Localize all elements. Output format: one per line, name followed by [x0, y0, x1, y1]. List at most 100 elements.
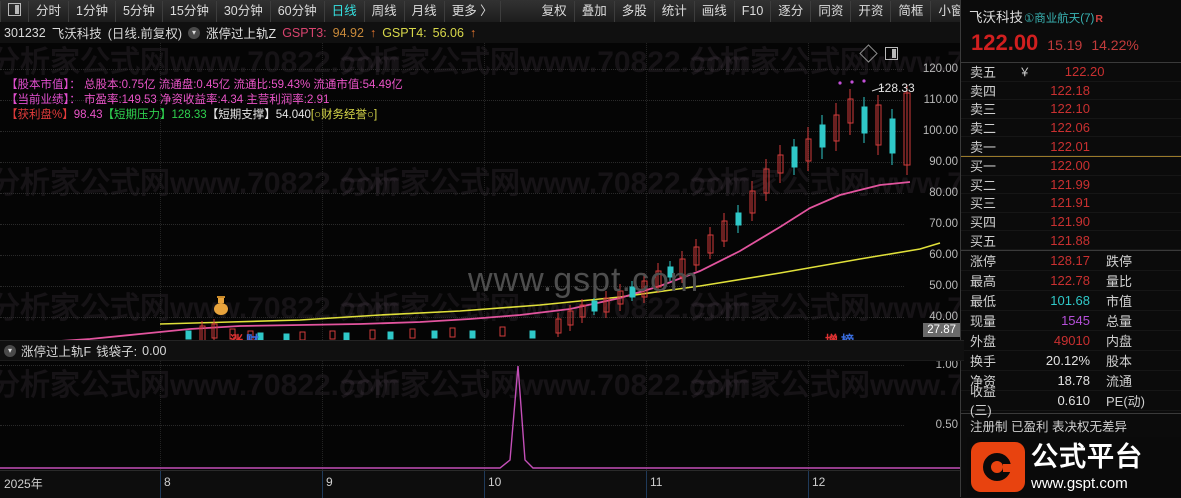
subchart-axis: 1.00 0.50 — [904, 340, 960, 470]
period-15min[interactable]: 15分钟 — [163, 0, 217, 22]
ask-price: 122.18 — [1050, 82, 1090, 98]
site-logo: 公式平台 www.gspt.com — [967, 437, 1181, 497]
stat-value: 49010 — [1053, 332, 1090, 348]
split-panel-icon[interactable] — [0, 0, 29, 22]
tb-zhufen[interactable]: 逐分 — [771, 0, 812, 22]
subchart-series-value: 0.00 — [142, 343, 167, 358]
ask-row[interactable]: 卖一 122.01 — [961, 137, 1181, 156]
stats-profit-ratio-value: 98.43 — [73, 109, 103, 121]
period-60min[interactable]: 60分钟 — [271, 0, 325, 22]
stats-pe: 市盈率:149.53 — [83, 94, 157, 106]
tb-huaxian[interactable]: 画线 — [695, 0, 735, 22]
quote-sector-badge[interactable]: ①商业航天(7) — [1024, 13, 1095, 25]
bid-row[interactable]: 买三 121.91 — [961, 194, 1181, 213]
period-fenshi[interactable]: 分时 — [29, 0, 70, 22]
bid-price: 121.99 — [1050, 176, 1090, 192]
stock-info-bar: 301232 飞沃科技 (日线.前复权) ▾ 涨停过上轨Z GSPT3: 94.… — [0, 22, 964, 44]
subchart-indicator-name[interactable]: 涨停过上轨F — [21, 345, 92, 359]
stat-value: 101.68 — [1050, 292, 1090, 308]
stats-float-mktcap: 流通市值:54.49亿 — [313, 79, 403, 91]
price-series-svg — [61, 79, 941, 340]
stat-label-right: 股本 — [1106, 353, 1133, 369]
tb-kaizi[interactable]: 开资 — [851, 0, 892, 22]
gspt3-value: 94.92 — [332, 25, 364, 40]
top-toolbar: 分时 1分钟 5分钟 15分钟 30分钟 60分钟 日线 周线 月线 更多 〉 … — [0, 0, 1181, 23]
stats-support-value: 54.040 — [275, 109, 311, 121]
logo-en-text: www.gspt.com — [1031, 474, 1128, 492]
ask-row[interactable]: 卖三 122.10 — [961, 100, 1181, 119]
sub-y-tick: 0.50 — [935, 419, 958, 431]
tb-tongji[interactable]: 统计 — [655, 0, 695, 22]
quote-r-flag: R — [1095, 13, 1103, 25]
bid-row[interactable]: 买四 121.90 — [961, 213, 1181, 232]
stats-roe: 净资收益率:4.34 — [160, 94, 244, 106]
period-weekly[interactable]: 周线 — [365, 0, 405, 22]
gspt4-value: 56.06 — [432, 25, 464, 40]
stat-label: 外盘 — [970, 333, 997, 349]
bid-row[interactable]: 买一 122.00 — [961, 157, 1181, 176]
ask-row[interactable]: 卖五 ￥ 122.20 — [961, 63, 1181, 82]
stats-overlay: 【股本市值】： 总股本:0.75亿 流通盘:0.45亿 流通比:59.43% 流… — [6, 78, 403, 123]
bid-label: 买三 — [970, 196, 997, 212]
g-mark-icon — [971, 442, 1025, 492]
stat-label: 现量 — [970, 313, 997, 329]
diamond-icon[interactable] — [859, 44, 878, 63]
bid-price: 121.88 — [1050, 232, 1090, 248]
quote-stock-name: 飞沃科技 — [969, 10, 1023, 25]
ask-label: 卖一 — [970, 139, 997, 155]
x-tick: 8 — [164, 475, 171, 489]
stat-value: 1545 — [1061, 312, 1090, 328]
stat-value: 20.12% — [1045, 352, 1090, 368]
bid-row[interactable]: 买五 121.88 — [961, 231, 1181, 250]
tb-diejia[interactable]: 叠加 — [575, 0, 615, 22]
split-panel-icon[interactable] — [885, 47, 898, 60]
stat-row: 换手 20.12% 股本 — [961, 351, 1181, 371]
x-tick: 12 — [812, 475, 826, 489]
x-tick: 11 — [650, 475, 663, 489]
tb-fuquan[interactable]: 复权 — [535, 0, 575, 22]
chevron-down-icon[interactable]: ▾ — [4, 344, 16, 357]
main-price-chart[interactable]: 分析家公式网www.70822.com 分析家公式网www.70822.com … — [0, 43, 960, 340]
subchart-header: ▾ 涨停过上轨F 钱袋子: 0.00 — [0, 340, 964, 361]
signal-label-left: 涨财 — [230, 330, 262, 340]
period-1min[interactable]: 1分钟 — [69, 0, 116, 22]
stat-row: 净资 18.78 流通 — [961, 371, 1181, 391]
ask-row[interactable]: 卖四 122.18 — [961, 82, 1181, 101]
chevron-down-icon[interactable]: ▾ — [188, 26, 201, 39]
stats-pressure-label: 【短期压力】 — [102, 109, 172, 121]
stats-float-shares: 流通盘:0.45亿 — [158, 79, 231, 91]
tb-duogu[interactable]: 多股 — [615, 0, 655, 22]
bid-label: 买一 — [970, 159, 997, 175]
ask-row[interactable]: 卖二 122.06 — [961, 119, 1181, 138]
stats-line-2: 【当前业绩】： 市盈率:149.53 净资收益率:4.34 主营利润率:2.91 — [6, 93, 403, 108]
indicator-name[interactable]: 涨停过上轨Z — [206, 27, 277, 41]
x-tick: 2025年 — [4, 477, 43, 491]
stats-float-ratio: 流通比:59.43% — [233, 79, 311, 91]
period-30min[interactable]: 30分钟 — [217, 0, 271, 22]
y-tick: 90.00 — [929, 156, 958, 168]
tb-tongzi[interactable]: 同资 — [811, 0, 852, 22]
bid-row[interactable]: 买二 121.99 — [961, 176, 1181, 195]
subchart-series-svg — [0, 365, 960, 469]
period-more[interactable]: 更多 〉 — [445, 0, 501, 22]
period-5min[interactable]: 5分钟 — [116, 0, 163, 22]
footer-tags: 注册制 已盈利 表决权无差异 — [970, 419, 1127, 434]
tb-f10[interactable]: F10 — [735, 0, 772, 22]
y-tick: 80.00 — [929, 187, 958, 199]
sub-y-tick: 1.00 — [935, 359, 958, 371]
stat-label: 净资 — [970, 373, 997, 389]
period-monthly[interactable]: 月线 — [405, 0, 445, 22]
quote-panel: 飞沃科技 ①商业航天(7) R 122.00 15.19 14.22% 卖五 ￥ … — [960, 0, 1181, 497]
period-daily[interactable]: 日线 — [325, 0, 365, 22]
signal-left-char2: 财 — [246, 333, 262, 340]
gspt3-arrow: ↑ — [369, 25, 377, 40]
y-tick: 60.00 — [929, 249, 958, 261]
quote-price-row: 122.00 15.19 14.22% — [961, 26, 1181, 62]
ask-price: 122.10 — [1050, 101, 1090, 117]
tb-jiankuang[interactable]: 简框 — [891, 0, 932, 22]
stock-code: 301232 — [4, 25, 46, 40]
bid-price: 122.00 — [1050, 158, 1090, 174]
ask-price: 122.01 — [1050, 138, 1090, 154]
bid-ask-divider — [961, 155, 1181, 157]
